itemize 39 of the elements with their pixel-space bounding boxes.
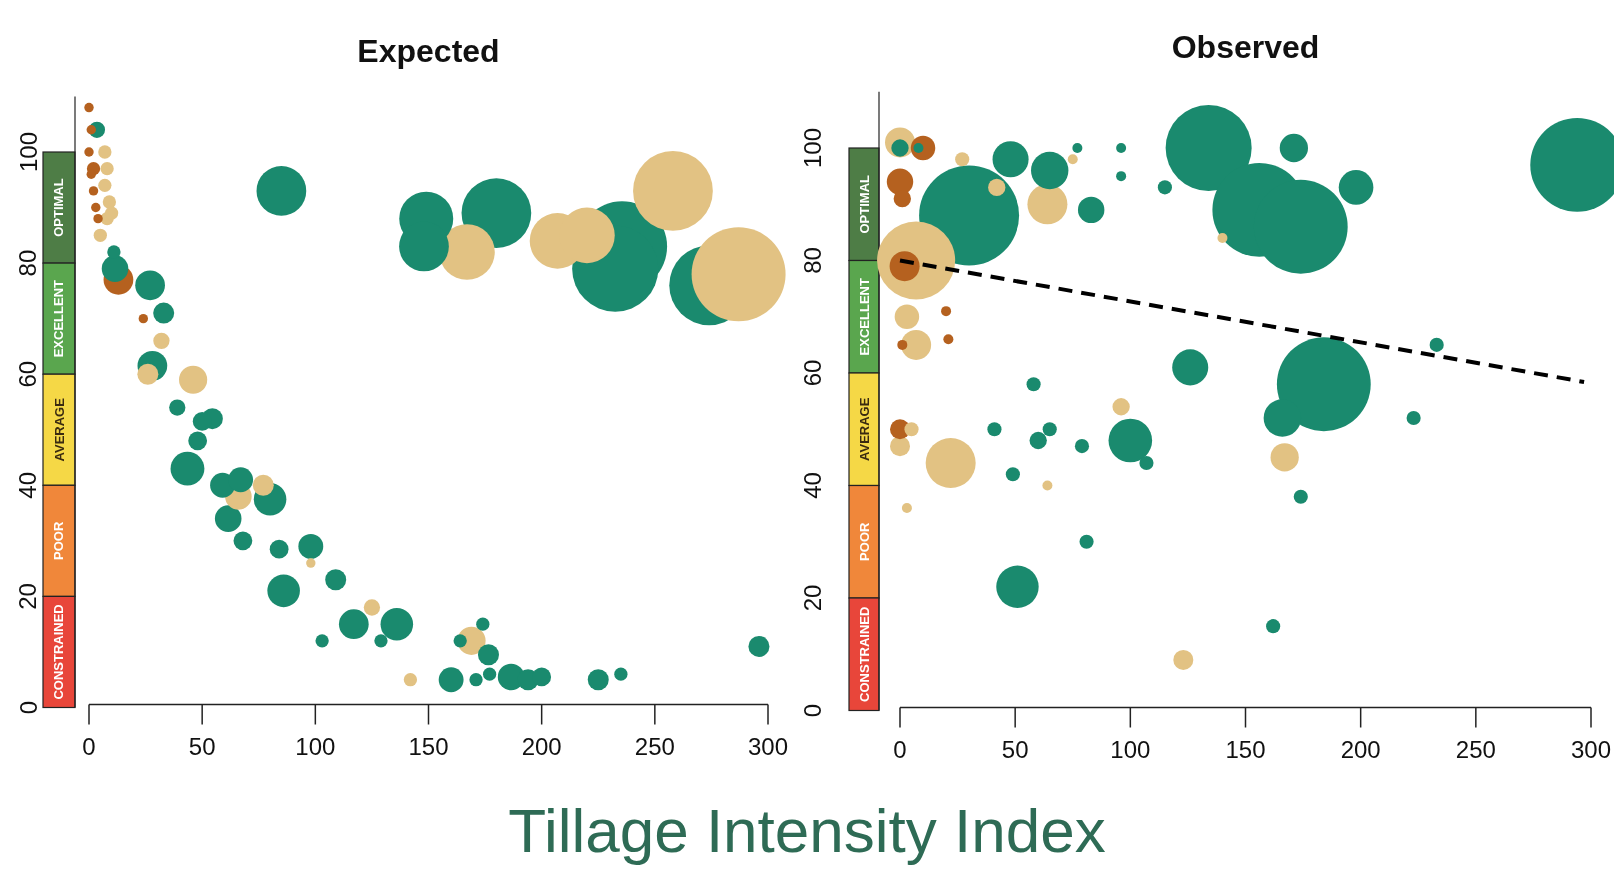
x-tick-label: 250 bbox=[634, 732, 675, 760]
y-tick-label: 40 bbox=[798, 472, 826, 499]
x-tick-label: 0 bbox=[82, 732, 96, 760]
text: AVERAGE bbox=[856, 397, 872, 461]
text: POOR bbox=[51, 521, 67, 560]
x-tick-label: 50 bbox=[188, 732, 216, 760]
x-tick-label: 200 bbox=[521, 732, 562, 760]
y-tick-label: 20 bbox=[14, 583, 42, 610]
y-tick-label: 80 bbox=[798, 247, 826, 274]
x-tick-label: 0 bbox=[893, 735, 907, 763]
y-tick-label: 0 bbox=[14, 700, 42, 715]
x-tick-label: 200 bbox=[1340, 735, 1381, 763]
text: POOR bbox=[856, 522, 872, 561]
y-tick-label: 60 bbox=[798, 359, 826, 387]
y-tick-label: 40 bbox=[14, 471, 42, 499]
x-tick-label: 300 bbox=[1570, 735, 1612, 763]
x-tick-label: 150 bbox=[1225, 735, 1266, 763]
text: OPTIMAL bbox=[51, 178, 67, 237]
chart-title: Observed bbox=[1171, 29, 1320, 65]
x-tick-label: 100 bbox=[1110, 735, 1151, 763]
y-tick-label: 0 bbox=[798, 703, 826, 718]
y-tick-label: 100 bbox=[14, 131, 42, 173]
y-tick-label: 60 bbox=[14, 360, 42, 388]
x-tick-label: 250 bbox=[1455, 735, 1496, 763]
x-tick-label: 100 bbox=[295, 732, 336, 760]
x-tick-label: 50 bbox=[1001, 735, 1029, 763]
text: CONSTRAINED bbox=[856, 606, 872, 702]
x-tick-label: 300 bbox=[747, 732, 789, 760]
text: AVERAGE bbox=[51, 398, 67, 462]
text: EXCELLENT bbox=[51, 280, 67, 358]
x-tick-label: 150 bbox=[408, 732, 449, 760]
chart-title: Expected bbox=[357, 33, 500, 69]
y-tick-label: 20 bbox=[798, 584, 826, 612]
text: EXCELLENT bbox=[856, 278, 872, 356]
y-tick-label: 80 bbox=[14, 249, 42, 277]
y-tick-label: 100 bbox=[798, 127, 826, 169]
x-axis-title: Tillage Intensity Index bbox=[508, 796, 1106, 865]
text: CONSTRAINED bbox=[51, 604, 67, 700]
text: OPTIMAL bbox=[856, 175, 872, 234]
